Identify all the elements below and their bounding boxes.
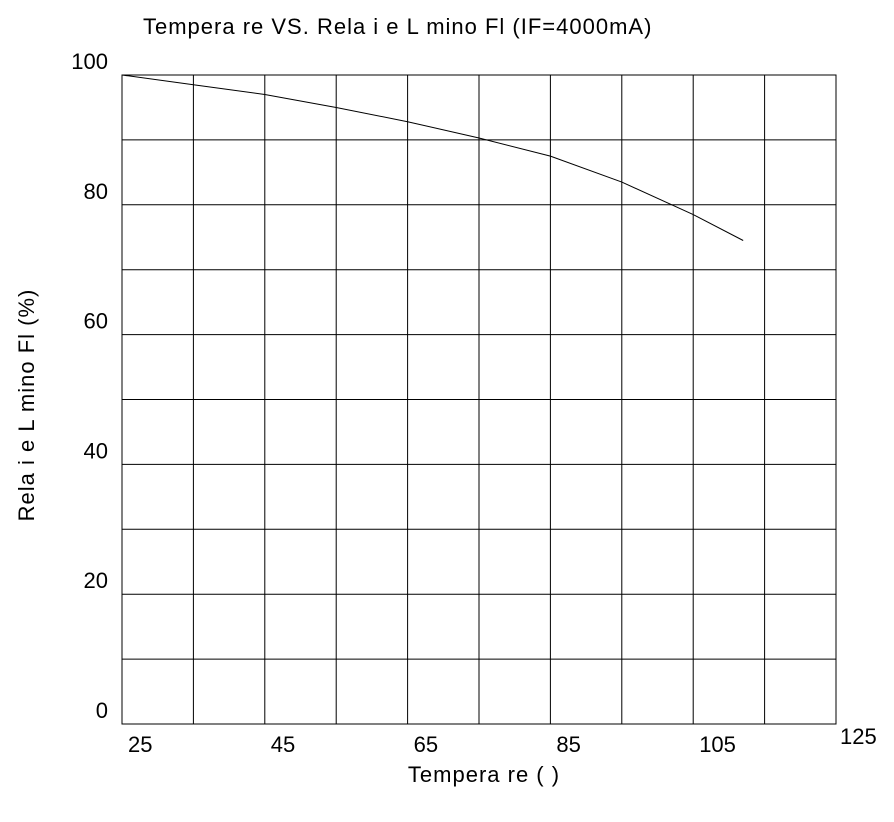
x-tick-label: 125 [840,724,877,749]
x-tick-label: 45 [271,732,295,757]
x-tick-label: 65 [414,732,438,757]
y-axis-label: Rela i e L mino Fl (%) [14,289,39,522]
y-tick-label: 40 [84,438,108,463]
grid [122,75,836,724]
y-tick-label: 100 [71,49,108,74]
chart-title: Tempera re VS. Rela i e L mino Fl (IF=40… [143,14,652,39]
y-tick-label: 80 [84,179,108,204]
y-tick-label: 20 [84,568,108,593]
x-tick-labels: 25 45 65 85 105 125 [128,724,877,757]
y-tick-label: 0 [96,698,108,723]
x-tick-label: 85 [556,732,580,757]
y-tick-labels: 0 20 40 60 80 100 [71,49,108,723]
x-tick-label: 105 [699,732,736,757]
y-tick-label: 60 [84,309,108,334]
x-tick-label: 25 [128,732,152,757]
series-line [121,74,744,241]
x-axis-label: Tempera re ( ) [408,762,560,787]
plot-frame [121,74,837,725]
series-layer [121,74,744,241]
